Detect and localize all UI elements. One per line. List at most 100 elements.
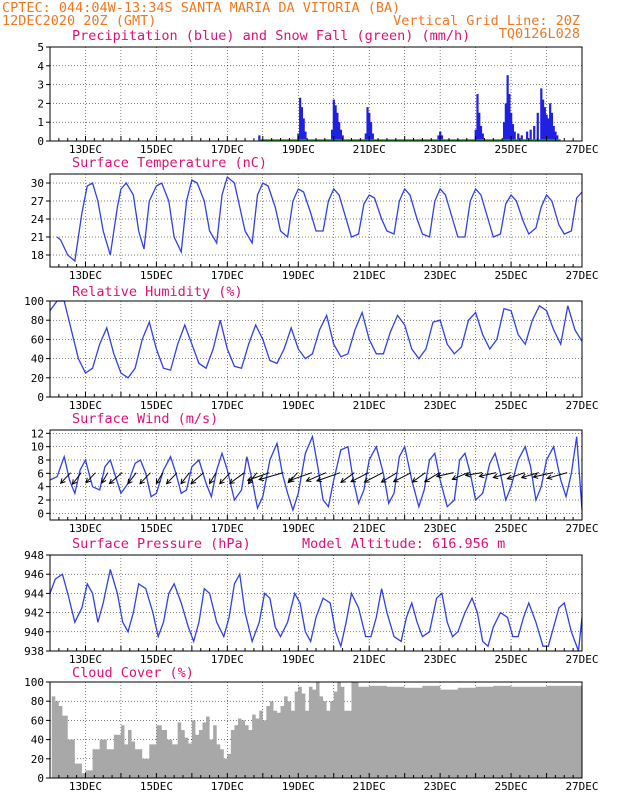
wind-arrow xyxy=(155,472,164,484)
x-tick-label: 13DEC xyxy=(69,522,102,535)
x-tick-label: 19DEC xyxy=(282,399,315,412)
wind-arrow xyxy=(258,472,284,481)
y-tick-label: 20 xyxy=(31,372,44,385)
precip-bar xyxy=(554,131,557,141)
y-tick-label: 10 xyxy=(31,441,44,454)
panel-frame xyxy=(49,554,583,652)
wind-arrow xyxy=(493,472,511,479)
precip-bar xyxy=(540,88,543,141)
x-tick-label: 23DEC xyxy=(424,653,457,666)
x-tick-label: 15DEC xyxy=(140,269,173,282)
x-tick-label: 17DEC xyxy=(211,143,244,156)
wind-arrow xyxy=(209,472,217,484)
x-tick-label: 23DEC xyxy=(424,399,457,412)
precip-bar xyxy=(502,122,506,141)
wind-arrow xyxy=(479,472,497,477)
y-tick-label: 27 xyxy=(31,195,44,208)
y-tick-label: 940 xyxy=(24,626,44,639)
wind-arrow xyxy=(547,472,568,479)
precip-bar xyxy=(549,103,552,141)
x-tick-label: 25DEC xyxy=(495,269,528,282)
wind-arrow xyxy=(101,472,109,484)
wind-arrow xyxy=(340,472,355,483)
wind-arrow-head xyxy=(315,476,322,483)
x-tick-label: 21DEC xyxy=(353,522,386,535)
precip-bar xyxy=(556,135,559,141)
wind-arrow-head xyxy=(305,476,312,483)
y-tick-label: 30 xyxy=(31,177,44,190)
wind-arrow xyxy=(127,472,137,484)
y-tick-label: 40 xyxy=(31,734,44,747)
x-tick-label: 13DEC xyxy=(69,269,102,282)
y-tick-label: 100 xyxy=(24,295,44,308)
wind-arrow-head xyxy=(451,475,458,481)
wind-arrow-head xyxy=(380,477,387,483)
precip-bar xyxy=(511,124,515,141)
x-tick-label: 13DEC xyxy=(69,780,102,793)
wind-arrow-head xyxy=(492,473,499,480)
wind-arrow xyxy=(521,472,539,479)
wind-arrow-head xyxy=(411,477,418,483)
y-tick-label: 1 xyxy=(37,116,44,129)
y-tick-label: 4 xyxy=(37,60,44,73)
x-tick-label: 19DEC xyxy=(282,143,315,156)
wind-arrow xyxy=(72,472,82,485)
x-tick-label: 15DEC xyxy=(140,143,173,156)
x-tick-label: 17DEC xyxy=(211,780,244,793)
y-tick-label: 5 xyxy=(37,41,44,54)
wind-arrow xyxy=(306,472,327,482)
wind-arrow xyxy=(533,472,554,478)
precip-bar xyxy=(513,131,516,141)
x-tick-label: 27DEC xyxy=(565,653,598,666)
series-line xyxy=(56,175,583,263)
x-tick-label: 23DEC xyxy=(424,522,457,535)
panel-title: Precipitation (blue) and Snow Fall (gree… xyxy=(72,28,470,44)
precip-bar xyxy=(541,99,545,141)
wind-arrow-head xyxy=(127,478,133,485)
y-tick-label: 938 xyxy=(24,645,44,658)
precip-bar xyxy=(533,125,536,141)
precip-bar xyxy=(299,97,302,141)
y-tick-label: 3 xyxy=(37,79,44,92)
precip-bar xyxy=(536,112,539,141)
wind-arrow xyxy=(247,472,270,481)
wind-arrow xyxy=(452,472,469,480)
precip-bar xyxy=(517,133,520,141)
wind-arrow-head xyxy=(155,478,161,485)
wind-arrow-head xyxy=(258,475,265,482)
precip-bar xyxy=(543,107,546,141)
x-tick-label: 17DEC xyxy=(211,522,244,535)
wind-arrow xyxy=(424,472,440,483)
series-line xyxy=(49,434,583,513)
wind-arrow-head xyxy=(85,477,91,484)
y-tick-label: 80 xyxy=(31,314,44,327)
wind-arrow-head xyxy=(435,472,442,479)
wind-arrow-head xyxy=(209,478,215,485)
precip-bar xyxy=(258,135,261,141)
y-tick-label: 12 xyxy=(31,427,44,440)
wind-arrow-head xyxy=(165,478,172,485)
x-tick-label: 25DEC xyxy=(495,399,528,412)
temperature-panel: 18 21 24 27 30 13DEC 15DEC 17DEC 19DEC 21DEC 23DEC… xyxy=(31,155,599,282)
x-tick-label: 19DEC xyxy=(282,522,315,535)
y-tick-label: 2 xyxy=(37,97,44,110)
y-tick-label: 0 xyxy=(37,507,44,520)
wind-arrow-head xyxy=(478,472,485,479)
precip-bar xyxy=(476,94,479,141)
wind-arrow-head xyxy=(228,478,235,484)
x-tick-label: 23DEC xyxy=(424,780,457,793)
x-tick-label: 17DEC xyxy=(211,653,244,666)
y-tick-label: 946 xyxy=(24,568,44,581)
x-tick-label: 15DEC xyxy=(140,780,173,793)
wind-arrow xyxy=(289,472,312,482)
x-tick-label: 17DEC xyxy=(211,399,244,412)
x-tick-label: 23DEC xyxy=(424,143,457,156)
x-tick-label: 25DEC xyxy=(495,143,528,156)
x-tick-label: 21DEC xyxy=(353,269,386,282)
x-tick-label: 21DEC xyxy=(353,653,386,666)
x-tick-label: 27DEC xyxy=(565,780,598,793)
precip-bar xyxy=(332,99,335,141)
cloud-cover-panel: 0 20 40 60 80 100 13DEC 15DEC 17DEC 19DEC 21DEC 23D… xyxy=(24,665,598,793)
y-tick-label: 60 xyxy=(31,333,44,346)
x-tick-label: 13DEC xyxy=(69,143,102,156)
